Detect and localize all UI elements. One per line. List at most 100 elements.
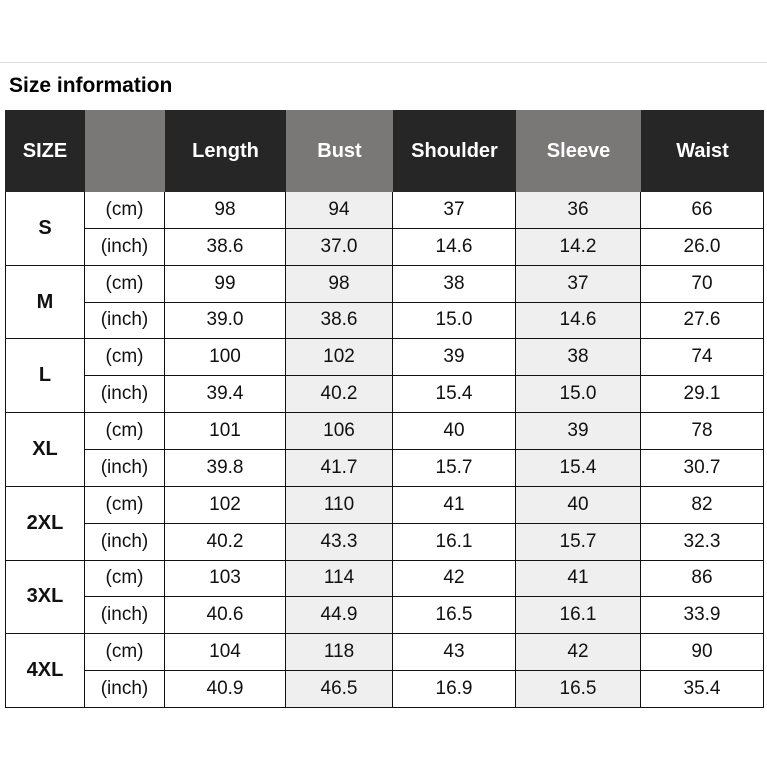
value-cell: 39 <box>516 413 641 450</box>
value-cell: 41 <box>516 560 641 598</box>
value-cell: 16.1 <box>516 597 641 635</box>
value-cell: 30.7 <box>641 450 764 487</box>
value-cell: 29.1 <box>641 376 764 414</box>
value-cell: 44.9 <box>286 597 393 635</box>
value-cell: 16.1 <box>393 523 516 561</box>
size-cell: M <box>5 265 85 340</box>
value-cell: 16.5 <box>393 597 516 635</box>
value-cell: 38 <box>516 339 641 377</box>
value-cell: 26.0 <box>641 228 764 266</box>
unit-cell: (cm) <box>85 634 165 672</box>
value-cell: 110 <box>286 486 393 524</box>
value-cell: 36 <box>516 192 641 229</box>
value-cell: 37.0 <box>286 228 393 266</box>
value-cell: 40 <box>516 486 641 524</box>
unit-cell: (cm) <box>85 192 165 229</box>
divider <box>0 62 767 63</box>
value-cell: 98 <box>165 192 286 229</box>
value-cell: 46.5 <box>286 671 393 708</box>
value-cell: 42 <box>393 560 516 598</box>
value-cell: 42 <box>516 634 641 672</box>
size-cell: L <box>5 339 85 414</box>
unit-cell: (cm) <box>85 486 165 524</box>
value-cell: 43.3 <box>286 523 393 561</box>
size-cell: 2XL <box>5 486 85 561</box>
unit-cell: (cm) <box>85 265 165 303</box>
header-cell: Waist <box>641 110 764 192</box>
value-cell: 39 <box>393 339 516 377</box>
header-cell: Shoulder <box>393 110 516 192</box>
unit-cell: (cm) <box>85 560 165 598</box>
size-cell: 3XL <box>5 560 85 635</box>
value-cell: 82 <box>641 486 764 524</box>
unit-cell: (inch) <box>85 376 165 414</box>
unit-cell: (inch) <box>85 671 165 708</box>
value-cell: 15.7 <box>393 450 516 487</box>
value-cell: 38.6 <box>165 228 286 266</box>
value-cell: 32.3 <box>641 523 764 561</box>
value-cell: 40 <box>393 413 516 450</box>
value-cell: 102 <box>286 339 393 377</box>
value-cell: 118 <box>286 634 393 672</box>
value-cell: 14.2 <box>516 228 641 266</box>
value-cell: 39.0 <box>165 302 286 340</box>
unit-cell: (cm) <box>85 413 165 450</box>
value-cell: 41.7 <box>286 450 393 487</box>
unit-cell: (inch) <box>85 597 165 635</box>
value-cell: 114 <box>286 560 393 598</box>
size-cell: 4XL <box>5 634 85 708</box>
value-cell: 104 <box>165 634 286 672</box>
size-cell: S <box>5 192 85 266</box>
value-cell: 100 <box>165 339 286 377</box>
unit-cell: (inch) <box>85 523 165 561</box>
header-cell: SIZE <box>5 110 85 192</box>
value-cell: 66 <box>641 192 764 229</box>
header-cell: Length <box>165 110 286 192</box>
value-cell: 15.7 <box>516 523 641 561</box>
value-cell: 35.4 <box>641 671 764 708</box>
header-cell: Sleeve <box>516 110 641 192</box>
value-cell: 37 <box>393 192 516 229</box>
value-cell: 101 <box>165 413 286 450</box>
value-cell: 38.6 <box>286 302 393 340</box>
value-cell: 102 <box>165 486 286 524</box>
header-cell: Bust <box>286 110 393 192</box>
value-cell: 106 <box>286 413 393 450</box>
value-cell: 39.8 <box>165 450 286 487</box>
value-cell: 43 <box>393 634 516 672</box>
value-cell: 15.4 <box>393 376 516 414</box>
unit-cell: (cm) <box>85 339 165 377</box>
value-cell: 90 <box>641 634 764 672</box>
value-cell: 16.5 <box>516 671 641 708</box>
value-cell: 70 <box>641 265 764 303</box>
title: Size information <box>9 74 173 97</box>
value-cell: 15.4 <box>516 450 641 487</box>
value-cell: 40.9 <box>165 671 286 708</box>
value-cell: 103 <box>165 560 286 598</box>
unit-cell: (inch) <box>85 450 165 487</box>
value-cell: 40.6 <box>165 597 286 635</box>
value-cell: 37 <box>516 265 641 303</box>
value-cell: 15.0 <box>393 302 516 340</box>
value-cell: 86 <box>641 560 764 598</box>
value-cell: 40.2 <box>165 523 286 561</box>
value-cell: 27.6 <box>641 302 764 340</box>
unit-cell: (inch) <box>85 302 165 340</box>
value-cell: 40.2 <box>286 376 393 414</box>
unit-cell: (inch) <box>85 228 165 266</box>
value-cell: 15.0 <box>516 376 641 414</box>
header-cell <box>85 110 165 192</box>
value-cell: 33.9 <box>641 597 764 635</box>
value-cell: 99 <box>165 265 286 303</box>
value-cell: 98 <box>286 265 393 303</box>
value-cell: 39.4 <box>165 376 286 414</box>
value-cell: 38 <box>393 265 516 303</box>
value-cell: 94 <box>286 192 393 229</box>
value-cell: 14.6 <box>393 228 516 266</box>
value-cell: 74 <box>641 339 764 377</box>
value-cell: 78 <box>641 413 764 450</box>
size-cell: XL <box>5 413 85 487</box>
value-cell: 16.9 <box>393 671 516 708</box>
value-cell: 41 <box>393 486 516 524</box>
